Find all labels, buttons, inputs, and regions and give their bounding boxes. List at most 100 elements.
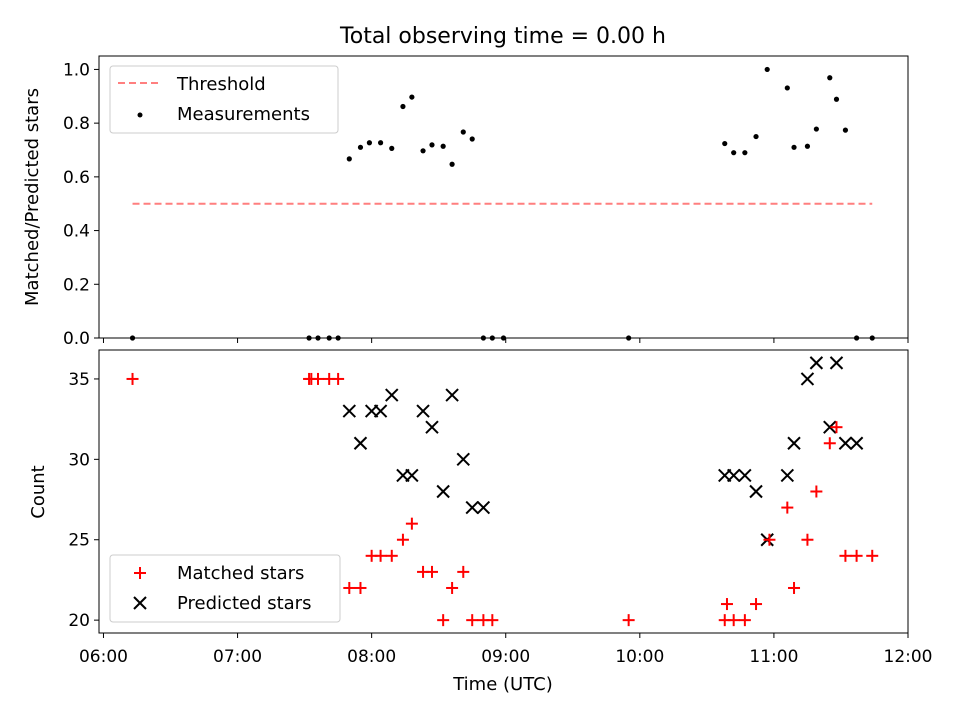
bottom-y-axis-label: Count: [28, 465, 49, 518]
measurement-point: [813, 126, 819, 132]
predicted-x-stroke: [800, 372, 815, 386]
matched-star-point: [405, 517, 418, 530]
measurement-point: [377, 140, 384, 146]
bottom-y-tick-label: 30: [68, 450, 90, 470]
x-tick-label: 10:00: [615, 647, 664, 667]
matched-star-point: [126, 372, 139, 385]
x-tick-label: 07:00: [213, 647, 262, 667]
measurement-point: [429, 142, 435, 148]
legend-measurements-swatch: [137, 112, 143, 118]
predicted-star-point: [385, 388, 399, 402]
measurement-point: [357, 144, 364, 150]
measurement-point: [753, 133, 759, 140]
measurement-point: [791, 144, 797, 150]
predicted-x-stroke: [829, 356, 844, 370]
measurement-point: [469, 136, 475, 142]
matched-star-point: [750, 598, 763, 611]
measurement-point: [409, 94, 415, 100]
predicted-star-point: [809, 356, 824, 370]
matched-star-point: [622, 614, 635, 627]
measurement-point: [400, 103, 406, 110]
predicted-x-stroke: [416, 404, 430, 418]
measurement-point: [366, 140, 373, 146]
matched-star-point: [312, 372, 325, 385]
predicted-x-stroke: [373, 404, 388, 418]
predicted-star-point: [456, 452, 470, 467]
measurement-point: [784, 85, 790, 91]
predicted-star-point: [342, 404, 357, 418]
x-tick-label: 06:00: [79, 647, 128, 667]
matched-star-point: [332, 372, 345, 385]
bottom-y-tick-label: 25: [68, 531, 90, 551]
matched-star-point: [457, 565, 470, 578]
predicted-x-stroke: [738, 468, 752, 483]
matched-star-point: [425, 565, 438, 578]
legend-predicted-label: Predicted stars: [177, 593, 311, 614]
predicted-star-point: [829, 356, 844, 370]
top-y-tick-label: 0.2: [63, 275, 90, 295]
predicted-star-point: [823, 420, 837, 434]
matched-star-point: [839, 549, 852, 562]
matched-star-point: [343, 581, 356, 594]
matched-star-point: [396, 533, 409, 546]
predicted-x-stroke: [849, 436, 864, 450]
matched-star-point: [801, 533, 814, 546]
bottom-y-tick-label: 20: [68, 611, 90, 631]
legend-matched-label: Matched stars: [177, 563, 304, 584]
predicted-star-point: [849, 436, 864, 450]
predicted-x-stroke: [342, 404, 357, 418]
predicted-star-point: [353, 436, 368, 450]
predicted-star-point: [436, 484, 450, 499]
predicted-star-point: [425, 420, 439, 434]
measurement-point: [722, 140, 728, 147]
x-tick-label: 08:00: [347, 647, 396, 667]
measurement-point: [764, 66, 770, 73]
matched-star-point: [810, 485, 823, 498]
predicted-x-stroke: [385, 388, 399, 402]
predicted-x-stroke: [465, 500, 479, 515]
matched-star-point: [781, 501, 794, 514]
top-y-tick-label: 0.6: [63, 168, 90, 188]
matched-star-point: [374, 549, 387, 562]
predicted-x-stroke: [780, 468, 795, 483]
matched-star-point: [763, 533, 776, 546]
matched-star-point: [720, 598, 733, 611]
measurement-point: [449, 161, 455, 167]
measurement-point: [731, 150, 737, 156]
x-tick-label: 12:00: [884, 647, 933, 667]
bottom-y-tick-label: 35: [68, 370, 90, 390]
predicted-x-stroke: [353, 436, 368, 450]
legend-matched-swatch: [134, 567, 146, 579]
predicted-star-point: [838, 436, 853, 450]
predicted-star-point: [726, 468, 741, 483]
predicted-x-stroke: [405, 468, 419, 483]
predicted-star-point: [445, 388, 459, 402]
matched-star-point: [486, 614, 499, 627]
matched-star-point: [823, 437, 836, 450]
measurement-point: [335, 335, 341, 341]
predicted-x-stroke: [436, 484, 450, 499]
measurement-point: [306, 335, 312, 341]
predicted-x-stroke: [476, 500, 491, 515]
bottom-legend: Matched stars Predicted stars: [109, 554, 341, 623]
measurement-point: [489, 335, 495, 341]
predicted-star-point: [416, 404, 430, 418]
predicted-x-stroke: [425, 420, 439, 434]
measurement-point: [742, 150, 748, 156]
measurement-point: [842, 127, 849, 133]
predicted-star-point: [800, 372, 815, 386]
matched-star-point: [466, 614, 479, 627]
measurement-point: [315, 335, 321, 341]
predicted-x-stroke: [809, 356, 824, 370]
predicted-x-stroke: [787, 436, 801, 450]
matched-star-point: [738, 614, 751, 627]
bottom-plot-frame: [98, 349, 909, 634]
measurement-point: [853, 335, 860, 341]
measurement-point: [480, 335, 486, 341]
x-axis-label: Time (UTC): [452, 674, 553, 695]
legend-measurements-label: Measurements: [177, 104, 310, 125]
legend-predicted-swatch: [133, 596, 147, 610]
measurement-point: [460, 129, 466, 135]
measurement-point: [500, 335, 507, 341]
